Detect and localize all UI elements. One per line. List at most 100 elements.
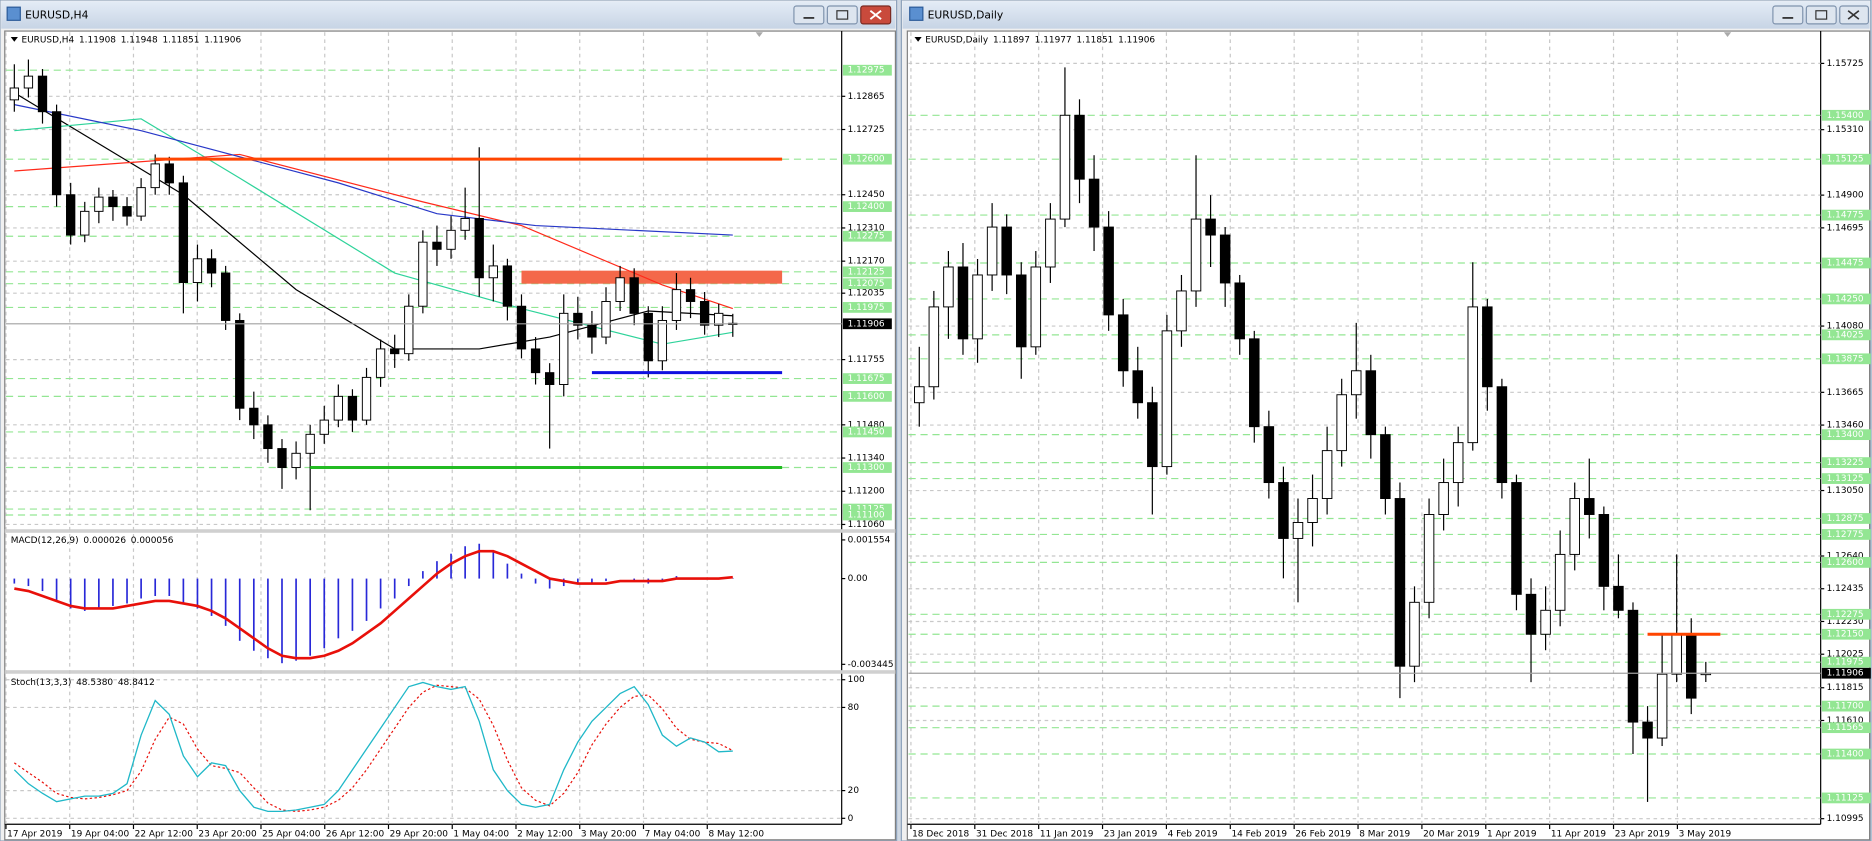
y-tick-label: 1.12035 xyxy=(848,289,885,299)
minimize-button[interactable] xyxy=(1772,5,1804,25)
x-tick-label: 29 Apr 20:00 xyxy=(390,829,449,839)
moving-average xyxy=(14,153,733,310)
level-label-box xyxy=(842,278,892,290)
chart-info-part: 1.11897 xyxy=(993,35,1030,45)
candle-body xyxy=(1132,370,1144,404)
level-label-box xyxy=(1821,109,1871,121)
candle-body xyxy=(957,266,969,340)
level-label: 1.12975 xyxy=(848,66,885,76)
stoch-info-part: Stoch(13,3,3) xyxy=(11,678,72,688)
x-tick-label: 4 Feb 2019 xyxy=(1168,829,1218,839)
level-label-box xyxy=(842,509,892,521)
restore-button[interactable] xyxy=(1805,5,1837,25)
y-tick-label: 1.12725 xyxy=(848,125,885,135)
y-tick-label: 0.001554 xyxy=(848,535,891,545)
level-label: 1.11450 xyxy=(848,427,885,437)
level-label-box xyxy=(842,266,892,278)
candle-body xyxy=(699,301,710,326)
level-label-box xyxy=(1821,457,1871,468)
pane-separator xyxy=(4,670,896,674)
x-tick-label: 23 Jan 2019 xyxy=(1104,829,1158,839)
candle-body xyxy=(1219,234,1231,284)
candle-body xyxy=(1656,673,1668,739)
y-tick-label: 80 xyxy=(848,703,860,713)
candle-body xyxy=(1584,498,1595,515)
level-label: 1.13400 xyxy=(1827,430,1864,440)
window-icon xyxy=(6,6,21,21)
macd-info-part: 0.000056 xyxy=(131,535,174,545)
candle-body xyxy=(1569,498,1580,555)
level-label-box xyxy=(842,64,892,76)
restore-button[interactable] xyxy=(826,5,858,25)
pane-separator xyxy=(4,529,896,533)
candle-body xyxy=(1598,514,1610,587)
candle-body xyxy=(94,196,104,212)
candle-body xyxy=(23,75,34,89)
title-bar[interactable] xyxy=(902,1,1870,29)
candle-body xyxy=(1190,218,1202,292)
x-tick-label: 22 Apr 12:00 xyxy=(135,829,194,839)
level-label-box xyxy=(1821,513,1871,524)
level-label: 1.11600 xyxy=(848,392,885,402)
level-label-box xyxy=(1821,529,1871,540)
candle-body xyxy=(1380,434,1391,500)
candle-body xyxy=(1117,314,1129,372)
x-tick-label: 3 May 2019 xyxy=(1679,829,1732,839)
candle-body xyxy=(488,265,498,279)
level-label-box xyxy=(1821,429,1871,441)
y-tick-label: 1.14080 xyxy=(1827,322,1864,332)
candle-body xyxy=(943,266,954,308)
window-title: EURUSD,Daily xyxy=(928,9,1004,22)
minimize-button[interactable] xyxy=(793,5,825,25)
level-label-box xyxy=(1821,153,1871,165)
candle-body xyxy=(1409,601,1420,667)
title-bar[interactable] xyxy=(1,1,896,29)
candle-body xyxy=(559,312,569,385)
candle-body xyxy=(972,274,983,340)
shift-marker xyxy=(755,32,763,38)
candle-body xyxy=(122,206,132,217)
y-tick-label: 0.00 xyxy=(848,574,868,584)
x-tick-label: 11 Jan 2019 xyxy=(1040,829,1094,839)
y-tick-label: 20 xyxy=(848,786,860,796)
chart-info-part: 1.11851 xyxy=(1076,35,1113,45)
candle-body xyxy=(1278,482,1289,539)
chart-info-part: 1.11908 xyxy=(79,35,116,45)
candle-body xyxy=(390,348,400,355)
candle-body xyxy=(474,217,484,279)
candle-body xyxy=(1307,498,1318,523)
y-tick-label: 1.14900 xyxy=(1827,191,1864,201)
candle-body xyxy=(1015,274,1027,348)
x-tick-label: 23 Apr 20:00 xyxy=(198,829,257,839)
candle-body xyxy=(1045,218,1056,268)
close-icon xyxy=(869,9,882,20)
level-label-box xyxy=(842,462,892,473)
candle-body xyxy=(1147,402,1158,468)
candle-body xyxy=(1336,394,1347,452)
candle-body xyxy=(51,111,62,196)
y-tick-label: 1.11815 xyxy=(1827,683,1864,693)
candle-body xyxy=(1292,521,1304,539)
y-tick-label: 1.12450 xyxy=(848,190,885,200)
candle-body xyxy=(1161,330,1173,468)
candle-body xyxy=(108,196,118,208)
level-label-box xyxy=(842,373,892,384)
restore-icon xyxy=(836,10,849,20)
candle-body xyxy=(615,277,625,302)
y-tick-label: 1.15310 xyxy=(1827,125,1864,135)
candle-body xyxy=(277,448,287,469)
candle-body xyxy=(9,87,19,101)
level-label: 1.12875 xyxy=(1827,514,1864,524)
candle-body xyxy=(1365,370,1377,436)
level-label: 1.12275 xyxy=(1827,610,1864,620)
candle-body xyxy=(1525,593,1537,635)
level-label-box xyxy=(842,153,892,165)
candle-body xyxy=(136,187,146,217)
candle-body xyxy=(1496,386,1508,484)
x-tick-label: 31 Dec 2018 xyxy=(976,829,1033,839)
candle-body xyxy=(1423,514,1435,603)
stoch-info: Stoch(13,3,3) 48.5380 48.8412 xyxy=(11,678,155,688)
level-label-box xyxy=(1821,209,1871,221)
x-tick-label: 14 Feb 2019 xyxy=(1231,829,1287,839)
